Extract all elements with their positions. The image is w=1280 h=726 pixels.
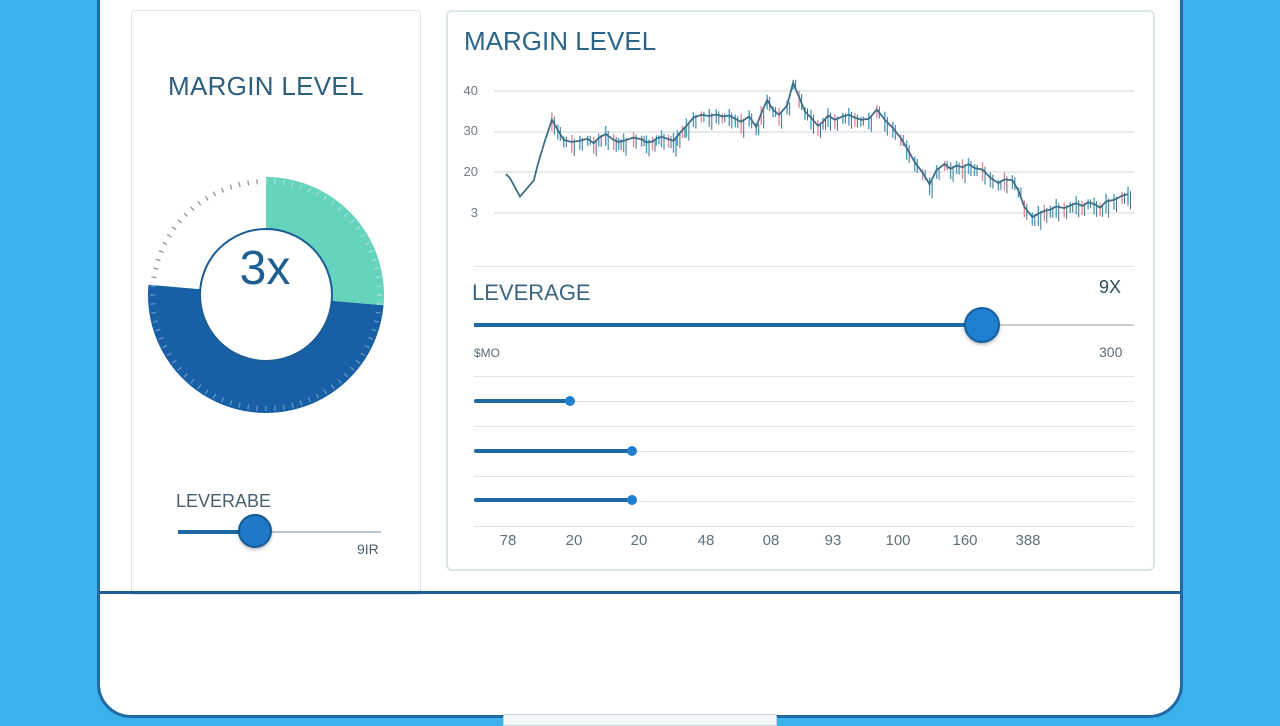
leverage-slider-fill bbox=[474, 323, 982, 327]
margin-gauge-panel: MARGIN LEVEL 3x LEVERABE 9IR bbox=[131, 10, 421, 595]
leverage-max: 300 bbox=[1099, 344, 1122, 360]
x-tick: 20 bbox=[549, 532, 599, 549]
gauge-panel-title: MARGIN LEVEL bbox=[168, 71, 364, 102]
left-leverage-max: 9IR bbox=[357, 541, 379, 557]
sub-slider-2-knob[interactable] bbox=[627, 446, 637, 456]
row-divider bbox=[474, 426, 1134, 427]
monitor-frame: MARGIN LEVEL 3x LEVERABE 9IR MARGIN LEVE… bbox=[97, 0, 1183, 718]
x-tick: 78 bbox=[483, 532, 533, 549]
leverage-slider[interactable] bbox=[474, 324, 1134, 326]
sub-slider-1-fill[interactable] bbox=[474, 399, 570, 403]
left-leverage-slider[interactable] bbox=[178, 531, 381, 533]
leverage-min: $MO bbox=[474, 346, 500, 360]
row-divider bbox=[474, 376, 1134, 377]
monitor-stand bbox=[503, 714, 777, 726]
leverage-value: 9X bbox=[1099, 277, 1121, 298]
row-divider bbox=[474, 526, 1134, 527]
x-tick: 100 bbox=[873, 532, 923, 549]
row-divider bbox=[474, 476, 1134, 477]
sub-slider-3-fill[interactable] bbox=[474, 498, 632, 502]
leverage-slider-knob[interactable] bbox=[964, 307, 1000, 343]
margin-chart-panel: MARGIN LEVEL 40 30 20 3 LEVERAGE 9X $MO … bbox=[446, 10, 1155, 571]
x-tick: 388 bbox=[1003, 532, 1053, 549]
left-leverage-slider-knob[interactable] bbox=[238, 514, 272, 548]
screen-divider bbox=[100, 591, 1180, 594]
x-tick: 93 bbox=[808, 532, 858, 549]
x-tick: 48 bbox=[681, 532, 731, 549]
sub-slider-2-fill[interactable] bbox=[474, 449, 632, 453]
x-tick: 20 bbox=[614, 532, 664, 549]
leverage-title: LEVERAGE bbox=[472, 280, 591, 306]
sub-slider-3-knob[interactable] bbox=[627, 495, 637, 505]
sub-slider-1-knob[interactable] bbox=[565, 396, 575, 406]
left-leverage-label: LEVERABE bbox=[176, 491, 271, 512]
section-divider bbox=[474, 266, 1134, 267]
gauge-value: 3x bbox=[192, 241, 338, 296]
chart-panel-title: MARGIN LEVEL bbox=[464, 26, 656, 57]
x-tick: 08 bbox=[746, 532, 796, 549]
x-tick: 160 bbox=[940, 532, 990, 549]
margin-line-chart bbox=[456, 72, 1146, 252]
